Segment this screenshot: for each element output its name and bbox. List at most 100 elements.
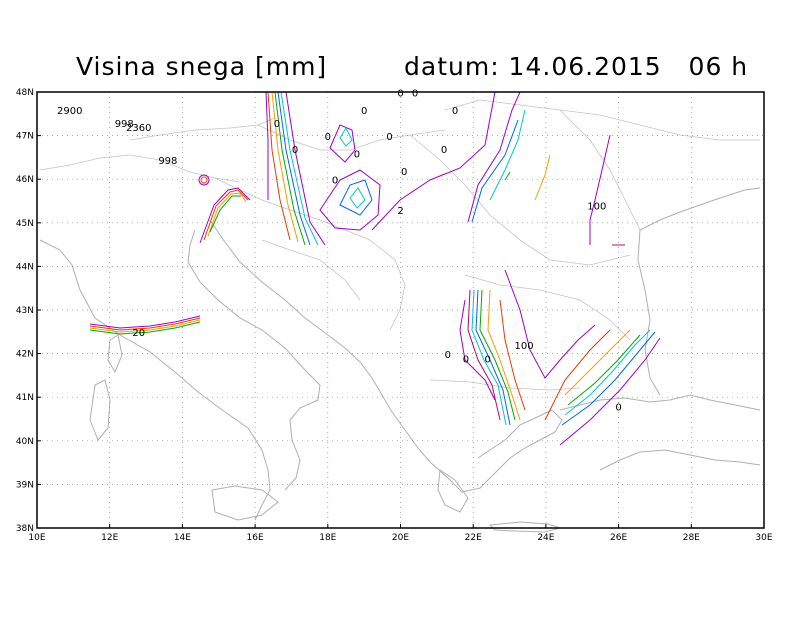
tick-label-lat: 48N: [16, 88, 34, 98]
contour-center-4: [339, 179, 373, 216]
italy-coast-east: [187, 229, 321, 491]
contour-label: 0: [354, 149, 360, 160]
contour-italy-3: [89, 319, 201, 333]
contour-se-4: [567, 334, 641, 406]
contour-alps-3: [207, 192, 247, 237]
map-title: Visina snega [mm]: [76, 52, 328, 81]
contour-center-1: [329, 124, 356, 163]
contour-label: 998: [115, 119, 134, 130]
contour-alps-4: [209, 195, 241, 233]
border-romania: [409, 134, 631, 266]
datum-label: datum: 14.06.2015: [404, 52, 662, 81]
contour-sb-6: [487, 289, 521, 421]
contour-ne-5: [504, 171, 511, 181]
tick-label-lat: 44N: [16, 262, 34, 272]
contour-label: 0: [615, 402, 621, 413]
tick-label-lat: 42N: [16, 350, 34, 360]
contour-label: 0: [463, 354, 469, 365]
contour-ne-7: [589, 134, 611, 245]
contour-ne-1: [371, 91, 496, 231]
contour-alps-2: [203, 189, 249, 241]
contour-label: 0: [401, 167, 407, 178]
contour-sb-3: [471, 289, 507, 426]
turkey-coast: [559, 394, 761, 411]
contour-pannonia-4: [274, 91, 306, 246]
contour-pannonia-1: [265, 91, 269, 200]
contour-pannonia-2: [267, 91, 291, 241]
peloponnese: [437, 469, 469, 513]
contour-label: 100: [515, 341, 534, 352]
contour-label: 100: [587, 202, 606, 213]
turkey-south: [599, 449, 761, 471]
contour-label: 0: [292, 145, 298, 156]
tick-label-lat: 40N: [16, 437, 34, 447]
contour-label: 2360: [126, 123, 151, 134]
contour-se-6: [544, 329, 611, 421]
contour-label: 0: [441, 145, 447, 156]
contour-label: 20: [132, 328, 145, 339]
contour-label: 998: [158, 156, 177, 167]
tick-label-lat: 45N: [16, 219, 34, 229]
tick-label-lon: 14E: [174, 533, 191, 543]
contour-ne-3: [471, 119, 519, 223]
contour-italy-2: [89, 317, 201, 331]
contour-label: 0: [445, 350, 451, 361]
corsica: [107, 334, 123, 374]
contour-se-3: [564, 329, 651, 416]
tick-label-lon: 30E: [755, 533, 772, 543]
contour-ne-4: [489, 109, 526, 201]
tick-label-lon: 24E: [537, 533, 554, 543]
tick-label-lon: 16E: [247, 533, 264, 543]
contour-italy-1: [89, 315, 201, 329]
contour-pannonia-5: [277, 91, 311, 246]
contour-label: 0: [274, 119, 280, 130]
contour-center-2: [339, 126, 353, 147]
hour-label: 06 h: [688, 52, 749, 81]
contour-sb-1: [459, 299, 496, 401]
contour-label: 0: [485, 354, 491, 365]
graticule: [37, 92, 764, 528]
sicily: [211, 485, 279, 521]
tick-label-lat: 38N: [16, 524, 34, 534]
contour-center-5: [349, 187, 366, 209]
sardinia: [89, 379, 111, 441]
tick-label-lon: 22E: [465, 533, 482, 543]
contour-small-peak-2: [200, 176, 208, 184]
tick-label-lon: 28E: [683, 533, 700, 543]
tick-label-lon: 26E: [610, 533, 627, 543]
tick-label-lat: 41N: [16, 393, 34, 403]
contour-sb-2: [467, 289, 501, 421]
black-sea-west: [637, 229, 661, 396]
contour-alps-1: [199, 187, 251, 244]
tick-label-lat: 46N: [16, 175, 34, 185]
italy-coast-west: [39, 239, 271, 521]
tick-label-lon: 20E: [392, 533, 409, 543]
contour-label: 2900: [57, 106, 82, 117]
black-sea-coast: [639, 187, 761, 231]
contour-label: 0: [361, 106, 367, 117]
crete: [488, 521, 562, 533]
contour-italy-4: [89, 321, 201, 335]
tick-label-lon: 12E: [101, 533, 118, 543]
contour-sb-7: [499, 299, 526, 411]
contour-label: 0: [332, 176, 338, 187]
contour-se-5: [564, 329, 631, 396]
tick-label-lat: 47N: [16, 132, 34, 142]
border-hungary: [257, 124, 446, 151]
coastlines: [39, 187, 761, 533]
contour-label: 0: [452, 106, 458, 117]
tick-label-lat: 43N: [16, 306, 34, 316]
border-alps: [39, 154, 241, 183]
tick-label-lon: 10E: [28, 533, 45, 543]
contour-pannonia-7: [285, 91, 326, 246]
contour-ne-6: [534, 154, 551, 201]
tick-label-lon: 18E: [319, 533, 336, 543]
map-date: datum: 14.06.2015 06 h: [404, 52, 748, 81]
contour-se-1: [559, 337, 661, 446]
border-austria: [129, 117, 276, 141]
contour-pannonia-3: [271, 91, 299, 243]
border-bulgaria: [464, 274, 631, 341]
contour-small-peak: [198, 174, 210, 186]
